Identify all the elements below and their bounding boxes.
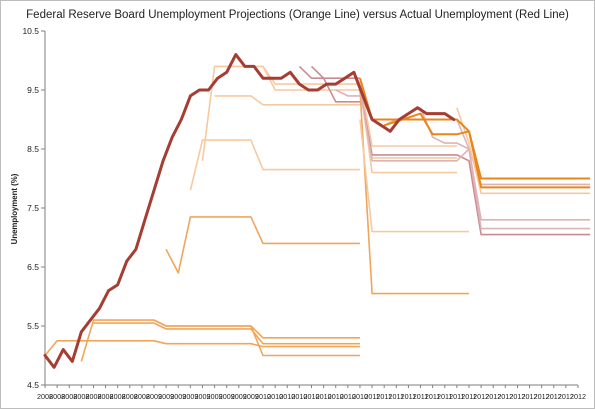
- x-tick-label: 2010: [279, 392, 295, 401]
- x-tick-label: 2011: [364, 392, 379, 401]
- x-tick-label: 2010: [352, 392, 368, 401]
- chart-title: Federal Reserve Board Unemployment Proje…: [26, 9, 569, 21]
- x-tick-label: 2011: [376, 392, 391, 401]
- x-tick-label: 2009: [170, 392, 186, 401]
- x-tick-label: 2008: [61, 392, 77, 401]
- projection-series-line: [201, 65, 360, 161]
- projection-series-line: [383, 112, 591, 189]
- projection-lines: [44, 65, 591, 362]
- x-tick-label: 2008: [85, 392, 101, 401]
- projection-series-line: [456, 107, 591, 195]
- x-tick-label: 2012: [570, 392, 586, 401]
- projection-series-line: [298, 65, 360, 79]
- y-tick-label: 10.5: [22, 26, 39, 36]
- x-tick-label: 2008: [49, 392, 65, 401]
- x-tick-label: 2009: [219, 392, 235, 401]
- x-tick-label: 2008: [73, 392, 89, 401]
- actual-line: [43, 53, 456, 369]
- x-tick-label: 2008: [134, 392, 150, 401]
- y-tick-label: 5.5: [27, 321, 39, 331]
- x-tick-label: 2008: [37, 392, 53, 401]
- x-tick-label: 2012: [546, 392, 562, 401]
- projection-series-line: [165, 216, 360, 274]
- x-tick-label: 2012: [485, 392, 501, 401]
- x-tick-label: 2012: [558, 392, 574, 401]
- x-tick-label: 2011: [401, 392, 416, 401]
- x-tick-label: 2012: [534, 392, 550, 401]
- x-tick-label: 2009: [146, 392, 162, 401]
- projection-series-line: [359, 83, 457, 174]
- x-tick-label: 2011: [425, 392, 440, 401]
- x-tick-label: 2010: [304, 392, 320, 401]
- x-tick-label: 2010: [291, 392, 307, 401]
- x-tick-label: 2009: [207, 392, 223, 401]
- x-tick-label: 2009: [194, 392, 210, 401]
- x-tick-label: 2012: [497, 392, 513, 401]
- x-tick-label: 2009: [243, 392, 259, 401]
- x-tick-label: 2011: [449, 392, 464, 401]
- x-tick-label: 2010: [267, 392, 283, 401]
- projection-series-line: [153, 319, 360, 357]
- x-tick-label: 2008: [122, 392, 138, 401]
- projection-series-line: [359, 119, 469, 233]
- x-tick-label: 2010: [328, 392, 344, 401]
- x-tick-label: 2009: [158, 392, 174, 401]
- x-tick-label: 2012: [509, 392, 525, 401]
- x-tick-label: 2012: [473, 392, 489, 401]
- projection-series-line: [93, 322, 360, 345]
- x-tick-label: 2011: [389, 392, 404, 401]
- axes: 4.55.56.57.58.59.510.5200820082008200820…: [22, 26, 586, 401]
- x-tick-label: 2010: [255, 392, 271, 401]
- projection-series-line: [44, 339, 360, 357]
- projection-series-line: [189, 139, 360, 191]
- x-tick-label: 2010: [340, 392, 356, 401]
- projection-series-line: [310, 65, 360, 103]
- x-tick-label: 2010: [316, 392, 332, 401]
- x-tick-label: 2009: [182, 392, 198, 401]
- projection-series-line: [335, 89, 360, 97]
- projection-series-line: [214, 95, 360, 106]
- x-tick-label: 2011: [461, 392, 476, 401]
- y-tick-label: 4.5: [27, 380, 39, 390]
- projection-series-line: [359, 89, 591, 230]
- x-tick-label: 2011: [413, 392, 428, 401]
- x-tick-label: 2011: [437, 392, 452, 401]
- y-tick-label: 7.5: [27, 203, 39, 213]
- x-tick-label: 2008: [110, 392, 126, 401]
- projection-series-line: [383, 118, 591, 221]
- projection-series-line: [262, 65, 360, 85]
- y-tick-label: 9.5: [27, 85, 39, 95]
- y-tick-label: 8.5: [27, 144, 39, 154]
- x-tick-label: 2008: [98, 392, 114, 401]
- y-tick-label: 6.5: [27, 262, 39, 272]
- x-tick-label: 2012: [522, 392, 538, 401]
- actual-unemployment-line: [43, 53, 456, 369]
- projection-series-line: [359, 89, 591, 236]
- x-tick-label: 2009: [231, 392, 247, 401]
- y-axis-label: Unemployment (%): [10, 173, 19, 244]
